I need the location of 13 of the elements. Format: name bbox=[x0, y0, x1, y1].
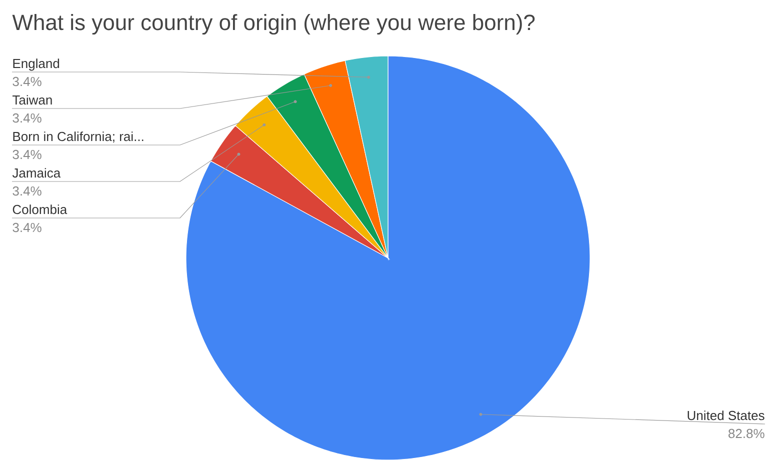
data-label: 82.8% bbox=[728, 428, 764, 438]
slice-label: Born in California; rai... bbox=[13, 131, 144, 143]
data-label: 3.4% bbox=[12, 222, 42, 232]
chart-title: What is your country of origin (where you were born)? bbox=[12, 14, 535, 34]
data-label: 3.4% bbox=[12, 150, 42, 159]
data-label: 3.4% bbox=[12, 113, 42, 122]
slice-label: England bbox=[13, 58, 60, 71]
slice-label: Jamaica bbox=[12, 168, 61, 178]
slice-label: United States bbox=[688, 410, 764, 420]
slice-label: Taiwan bbox=[12, 94, 52, 104]
slice-label: Colombia bbox=[12, 204, 68, 214]
data-label: 3.4% bbox=[12, 186, 42, 196]
data-label: 3.4% bbox=[12, 76, 42, 86]
